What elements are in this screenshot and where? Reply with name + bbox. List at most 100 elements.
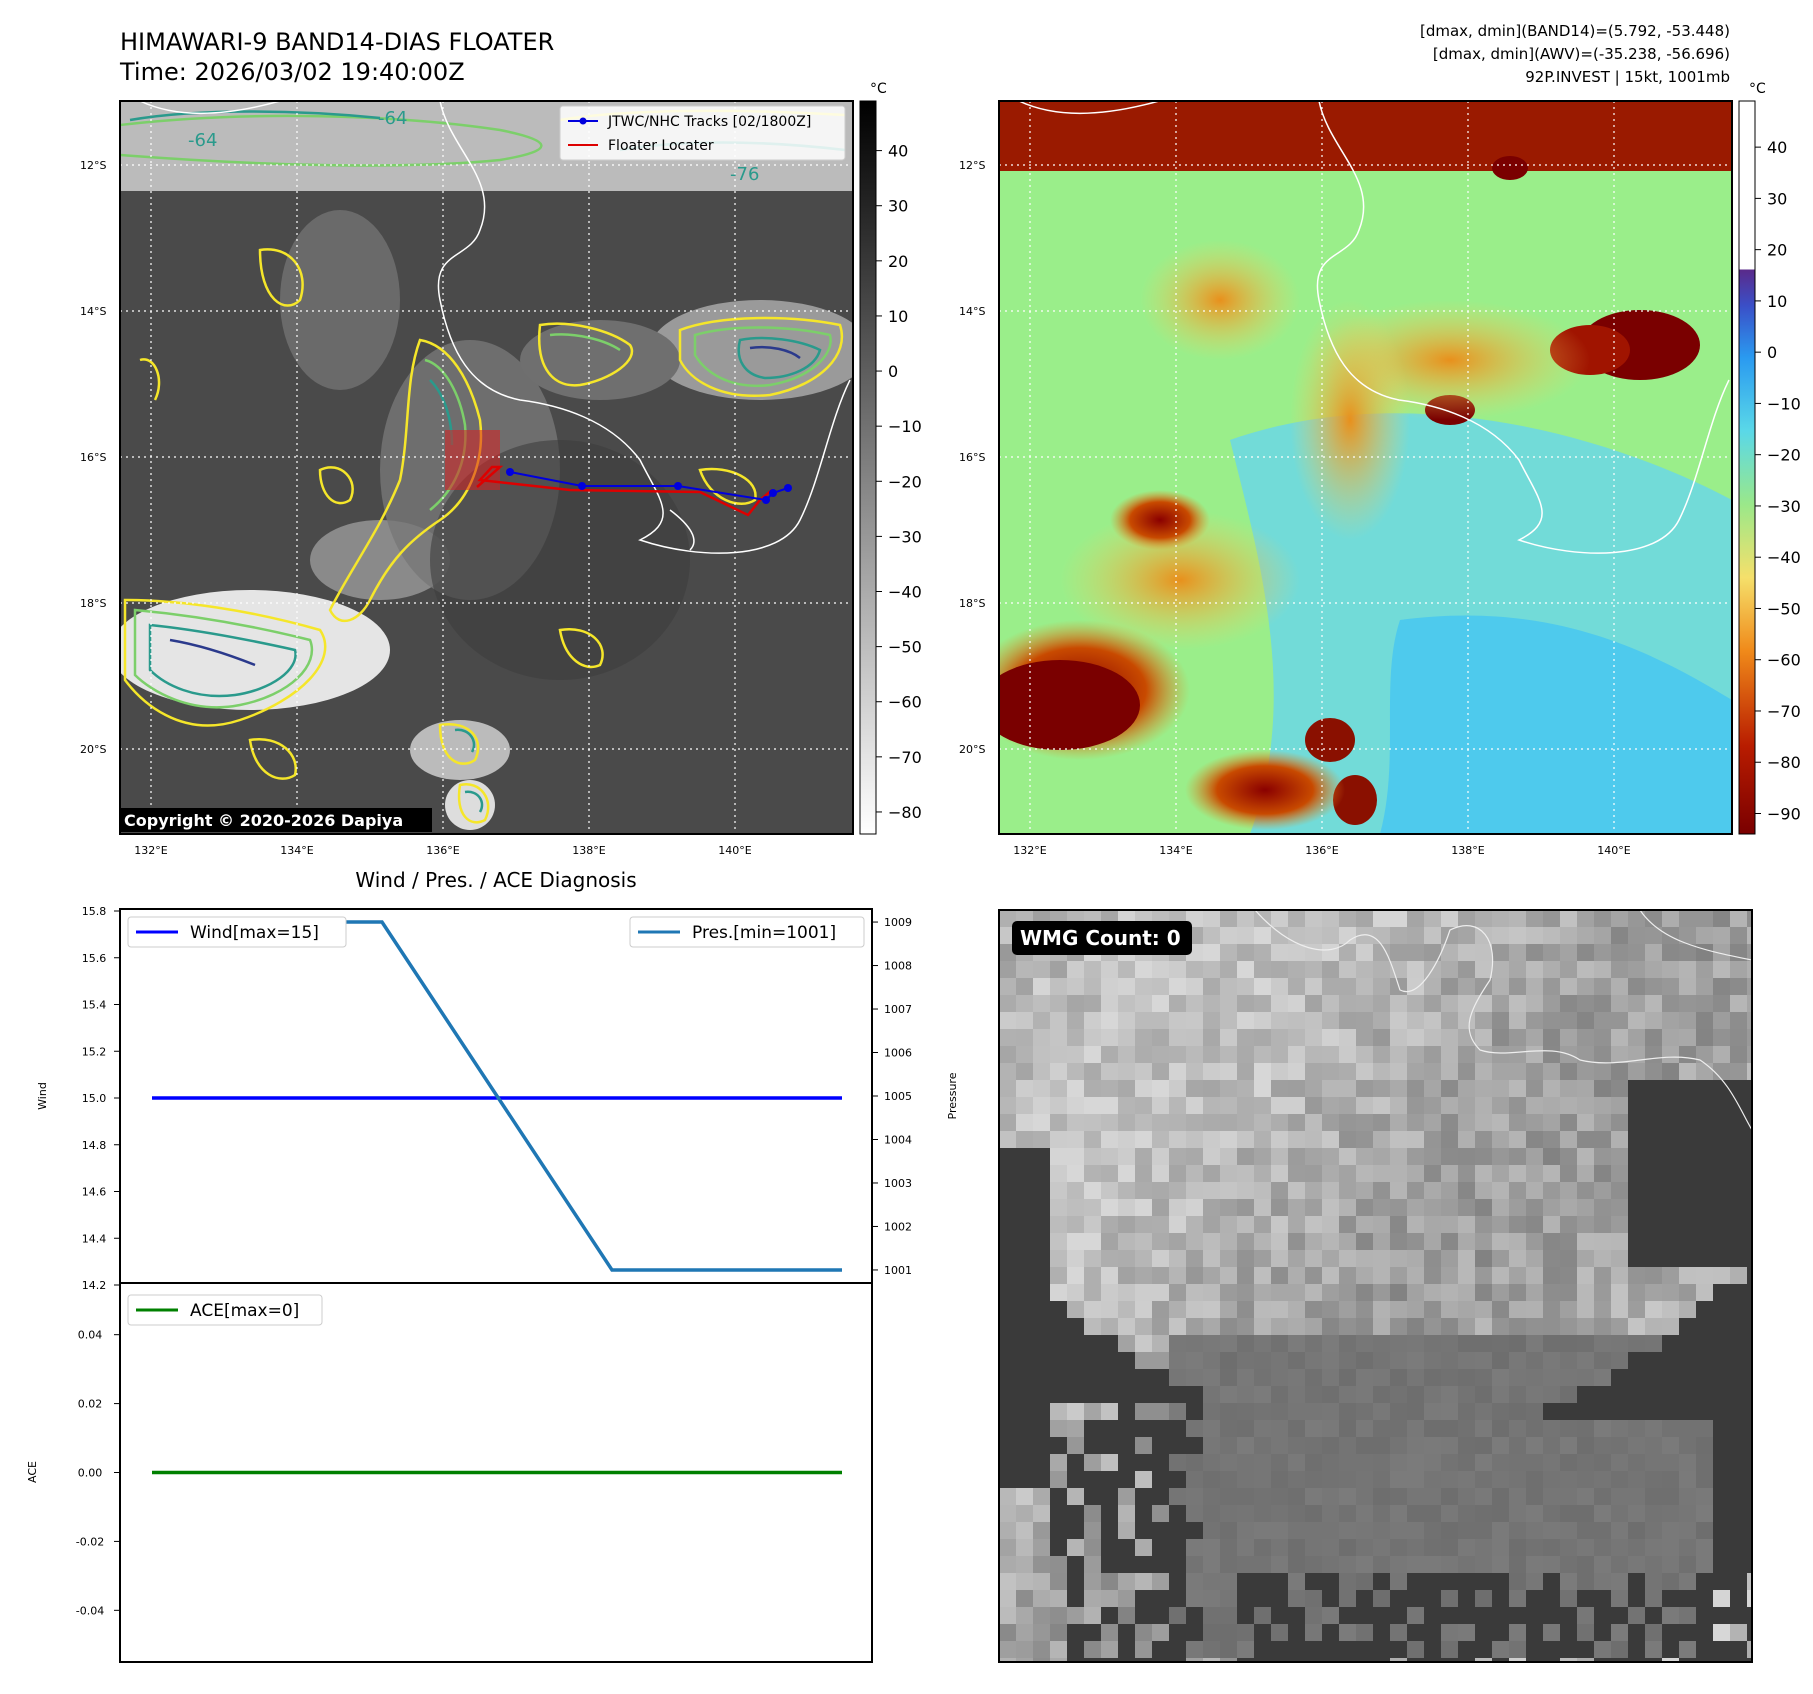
wmg-pixel [1016,1165,1034,1183]
wmg-pixel [1186,1420,1204,1438]
wmg-pixel [1322,1607,1340,1625]
wmg-pixel [1424,1369,1442,1387]
wmg-pixel [1747,910,1752,928]
wmg-pixel [1135,1369,1153,1387]
wmg-pixel [1492,1505,1510,1523]
wmg-pixel [1713,1522,1731,1540]
awv-dry-north [999,101,1732,171]
wmg-pixel [1373,1386,1391,1404]
wmg-pixel [1679,1505,1697,1523]
wmg-pixel [1135,1114,1153,1132]
wmg-pixel [1509,910,1527,928]
wmg-pixel [1730,1573,1748,1591]
wmg-pixel [1611,1114,1629,1132]
wmg-pixel [1254,944,1272,962]
wmg-pixel [1424,1590,1442,1608]
wmg-pixel [1696,1063,1714,1081]
wmg-pixel [1492,1046,1510,1064]
wmg-pixel [1628,1216,1646,1234]
wmg-pixel [1271,1403,1289,1421]
wmg-pixel [1407,1318,1425,1336]
wmg-pixel [1237,1284,1255,1302]
wmg-pixel [1356,1233,1374,1251]
wmg-pixel [1577,1182,1595,1200]
wmg-pixel [1543,1182,1561,1200]
wmg-pixel [1339,1488,1357,1506]
wmg-pixel [1526,1301,1544,1319]
wmg-pixel [1016,1403,1034,1421]
wmg-pixel [1509,1114,1527,1132]
wmg-pixel [1560,1369,1578,1387]
wmg-pixel [1509,927,1527,945]
wmg-pixel [1305,1590,1323,1608]
wmg-pixel [1577,1318,1595,1336]
wmg-pixel [1492,1573,1510,1591]
wmg-pixel [1458,961,1476,979]
wmg-pixel [1135,1522,1153,1540]
wmg-pixel [1203,1488,1221,1506]
wind-tick-label: 15.8 [82,905,107,918]
wmg-pixel [1067,1267,1085,1285]
wmg-pixel [1577,1454,1595,1472]
wmg-pixel [1135,1658,1153,1662]
wmg-pixel [1135,1590,1153,1608]
wmg-pixel [1339,927,1357,945]
wmg-pixel [1101,1097,1119,1115]
wmg-pixel [1390,1080,1408,1098]
pressure-tick-label: 1006 [884,1047,912,1060]
wmg-pixel [1492,1012,1510,1030]
wmg-pixel [1322,1335,1340,1353]
wmg-pixel [1186,1318,1204,1336]
wmg-pixel [1611,944,1629,962]
wmg-pixel [1747,1318,1752,1336]
wmg-pixel [1441,961,1459,979]
wmg-pixel [1016,1012,1034,1030]
wmg-pixel [1373,1624,1391,1642]
wmg-pixel [1679,1250,1697,1268]
wmg-pixel [1152,1046,1170,1064]
wmg-pixel [1730,910,1748,928]
wmg-pixel [1220,1063,1238,1081]
wmg-pixel [1067,1539,1085,1557]
band14-colorbar-tick-label: −20 [888,472,922,491]
wmg-pixel [1679,1080,1697,1098]
wmg-pixel [1271,1131,1289,1149]
wmg-pixel [1696,1352,1714,1370]
wmg-pixel [1458,1097,1476,1115]
wmg-pixel [1645,1573,1663,1591]
wmg-pixel [1424,1624,1442,1642]
wmg-pixel [1169,1573,1187,1591]
wmg-pixel [1594,1182,1612,1200]
wmg-pixel [1169,1369,1187,1387]
wmg-pixel [1475,1624,1493,1642]
wmg-pixel [1322,1301,1340,1319]
wmg-pixel [1509,1403,1527,1421]
wmg-pixel [1747,1199,1752,1217]
wmg-pixel [1475,1148,1493,1166]
wmg-pixel [1254,1607,1272,1625]
wmg-pixel [1509,1539,1527,1557]
wmg-pixel [1407,1590,1425,1608]
wmg-pixel [1458,1199,1476,1217]
wmg-pixel [1696,1658,1714,1662]
wind-legend-label: Wind[max=15] [190,923,319,943]
wmg-pixel [1543,910,1561,928]
wmg-pixel [1237,1403,1255,1421]
wmg-pixel [1526,1080,1544,1098]
wmg-pixel [1220,1369,1238,1387]
wmg-pixel [1543,1522,1561,1540]
wmg-pixel [1543,1267,1561,1285]
wmg-pixel [1152,1097,1170,1115]
wmg-pixel [1237,1199,1255,1217]
wmg-pixel [1305,1369,1323,1387]
wmg-pixel [1152,1607,1170,1625]
wmg-pixel [1526,1267,1544,1285]
wmg-pixel [1254,1046,1272,1064]
wmg-pixel [1390,1352,1408,1370]
wmg-pixel [1611,1148,1629,1166]
wmg-pixel [1271,1097,1289,1115]
wmg-pixel [1577,1607,1595,1625]
wmg-pixel [1135,1573,1153,1591]
wmg-pixel [1526,1420,1544,1438]
